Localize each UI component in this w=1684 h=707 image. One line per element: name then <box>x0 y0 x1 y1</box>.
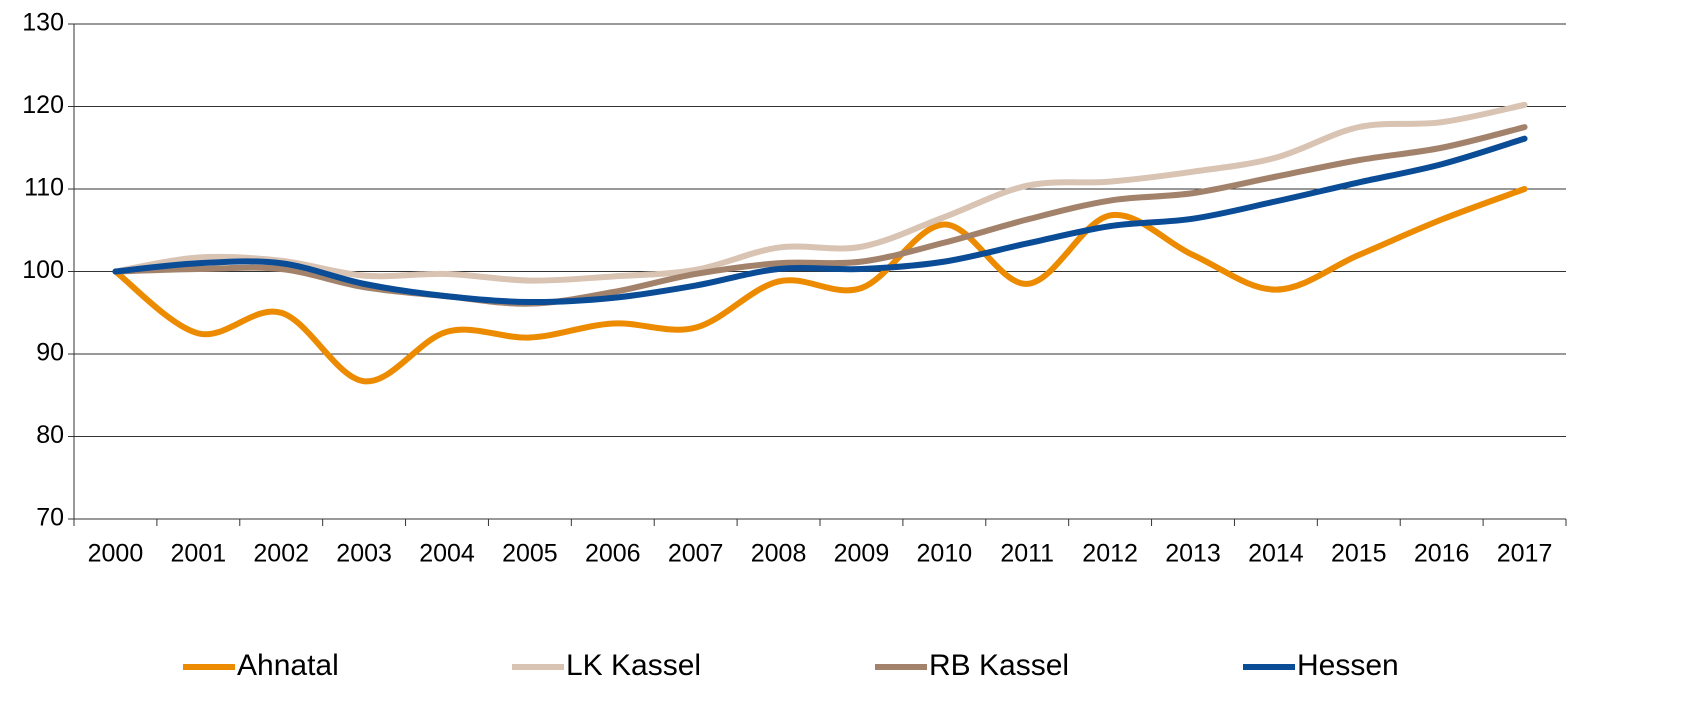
x-tick-label: 2017 <box>1497 540 1553 568</box>
x-tick-label: 2000 <box>88 540 144 568</box>
y-tick-label: 130 <box>22 9 64 37</box>
y-tick-label: 110 <box>24 174 64 202</box>
y-tick-label: 70 <box>36 504 64 532</box>
x-tick-label: 2013 <box>1165 540 1221 568</box>
legend-label: LK Kassel <box>566 649 701 682</box>
x-tick-label: 2007 <box>668 540 724 568</box>
series-line <box>112 135 1528 306</box>
x-tick-label: 2005 <box>502 540 558 568</box>
x-tick-label: 2008 <box>751 540 807 568</box>
x-tick-label: 2002 <box>253 540 309 568</box>
x-tick-label: 2012 <box>1082 540 1138 568</box>
x-tick-label: 2010 <box>917 540 973 568</box>
legend-label: Hessen <box>1297 649 1399 682</box>
x-tick-label: 2016 <box>1414 540 1470 568</box>
x-tick-label: 2004 <box>419 540 475 568</box>
series-line <box>112 101 1528 284</box>
x-tick-label: 2003 <box>336 540 392 568</box>
x-tick-label: 2011 <box>1000 540 1054 568</box>
x-tick-label: 2009 <box>834 540 890 568</box>
legend-label: RB Kassel <box>929 649 1069 682</box>
x-tick-label: 2001 <box>171 540 227 568</box>
y-tick-label: 80 <box>36 421 64 449</box>
y-tick-label: 90 <box>36 339 64 367</box>
series-line <box>112 124 1528 307</box>
y-tick-label: 120 <box>22 91 64 119</box>
x-tick-label: 2014 <box>1248 540 1304 568</box>
y-tick-label: 100 <box>22 256 64 284</box>
legend-label: Ahnatal <box>237 649 339 682</box>
x-tick-label: 2006 <box>585 540 641 568</box>
x-tick-label: 2015 <box>1331 540 1387 568</box>
series-line <box>112 186 1528 385</box>
